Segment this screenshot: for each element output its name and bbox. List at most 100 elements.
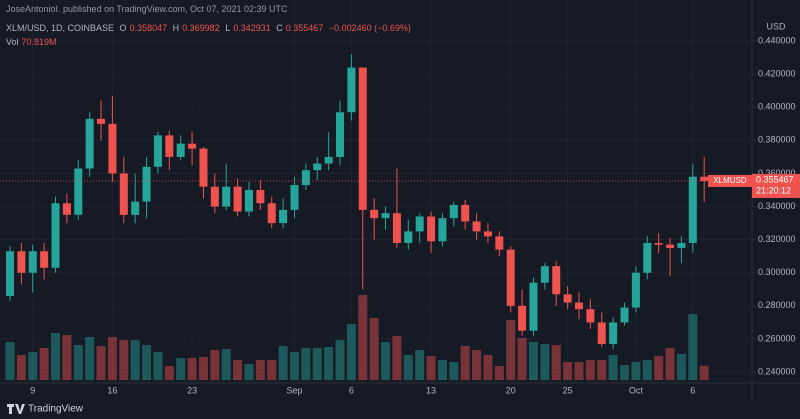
h-value: 0.369982 [182, 23, 220, 33]
volume-bar [392, 336, 402, 380]
volume-bars [5, 295, 709, 380]
c-value: 0.355467 [285, 23, 324, 33]
volume-bar [381, 342, 391, 380]
volume-bar [301, 348, 311, 380]
volume-bar [51, 333, 61, 380]
volume-bar [278, 346, 288, 380]
y-tick-label: 0.280000 [758, 300, 796, 310]
volume-bar [472, 350, 482, 380]
volume-line: Vol 70.819M [6, 37, 60, 47]
volume-bar [324, 347, 334, 380]
volume-bar [85, 337, 95, 380]
volume-bar [665, 348, 675, 380]
price-tag-value: 0.355467 [756, 174, 794, 184]
candle-body [495, 236, 504, 250]
candle-body [324, 156, 333, 164]
volume-bar [688, 314, 698, 380]
volume-bar [16, 355, 26, 380]
volume-bar [335, 340, 345, 380]
candles [6, 54, 709, 349]
x-tick-label: 23 [187, 385, 197, 395]
candle-body [518, 305, 527, 331]
symbol-tag-label: XLMUSD [713, 176, 747, 185]
volume-bar [426, 356, 436, 380]
candle-body [222, 186, 231, 207]
symbol-tag [708, 174, 752, 187]
candle-body [74, 168, 83, 215]
volume-bar [631, 362, 641, 380]
volume-bar [415, 350, 425, 380]
candle-body [51, 203, 60, 268]
volume-bar [312, 348, 322, 380]
h-label: H [172, 23, 180, 33]
candle-body [244, 190, 253, 212]
x-tick-label: 6 [349, 385, 354, 395]
volume-bar [28, 352, 38, 380]
candle-body [199, 148, 208, 187]
candle-body [210, 186, 219, 207]
l-value: 0.342931 [233, 23, 271, 33]
volume-bar [290, 352, 299, 380]
candle-body [529, 282, 538, 331]
candle-body [415, 216, 424, 232]
volume-bar [73, 345, 83, 380]
currency: USD [766, 21, 786, 31]
candle-body [267, 203, 276, 224]
x-tick-label: 25 [563, 385, 573, 395]
volume-bar [540, 344, 550, 380]
candle-body [17, 251, 26, 273]
brand-logo [7, 404, 25, 414]
y-tick-label: 0.340000 [758, 201, 796, 211]
candle-body [176, 143, 185, 157]
candle-body [153, 135, 162, 167]
y-tick-label: 0.260000 [758, 333, 796, 343]
candle-body [620, 307, 629, 323]
volume-bar [620, 365, 630, 380]
volume-bar [597, 360, 607, 380]
candle-body [700, 176, 709, 181]
volume-bar [62, 335, 72, 380]
candle-body [688, 176, 697, 243]
volume-bar [403, 355, 413, 380]
volume-bar [449, 362, 459, 380]
volume-bar [198, 357, 208, 380]
x-tick-label: Oct [629, 385, 644, 395]
candle-body [301, 170, 310, 186]
candle-body [347, 67, 356, 113]
volume-bar [164, 366, 174, 380]
candle-body [654, 242, 663, 245]
o-label: O [119, 23, 127, 33]
volume-bar [210, 350, 220, 380]
volume-bar [494, 366, 504, 380]
candle-body [6, 251, 14, 296]
candle-body [188, 143, 197, 149]
x-tick-label: 13 [426, 385, 436, 395]
candle-body [392, 213, 401, 243]
candle-body [427, 216, 436, 242]
candle-body [506, 249, 515, 306]
volume-bar [528, 342, 538, 380]
volume-bar [96, 346, 106, 380]
y-tick-label: 0.240000 [758, 366, 796, 376]
y-tick-label: 0.300000 [758, 267, 796, 277]
volume-bar [176, 358, 186, 380]
vol-value: 70.819M [21, 37, 57, 47]
volume-bar [255, 360, 265, 380]
candle-body [131, 201, 140, 215]
volume-bar [460, 346, 470, 380]
x-tick-label: 20 [506, 385, 516, 395]
volume-bar [563, 362, 573, 380]
vol-label: Vol [6, 37, 19, 47]
candle-body [85, 118, 94, 169]
volume-bar [574, 362, 584, 380]
candle-body [165, 135, 174, 157]
candle-body [643, 242, 652, 273]
y-tick-label: 0.380000 [758, 135, 796, 145]
candle-body [540, 266, 549, 283]
volume-bar [585, 360, 595, 380]
volume-bar [5, 342, 15, 380]
candle-body [233, 186, 242, 212]
candle-body [381, 213, 390, 219]
price-tag [752, 173, 800, 198]
